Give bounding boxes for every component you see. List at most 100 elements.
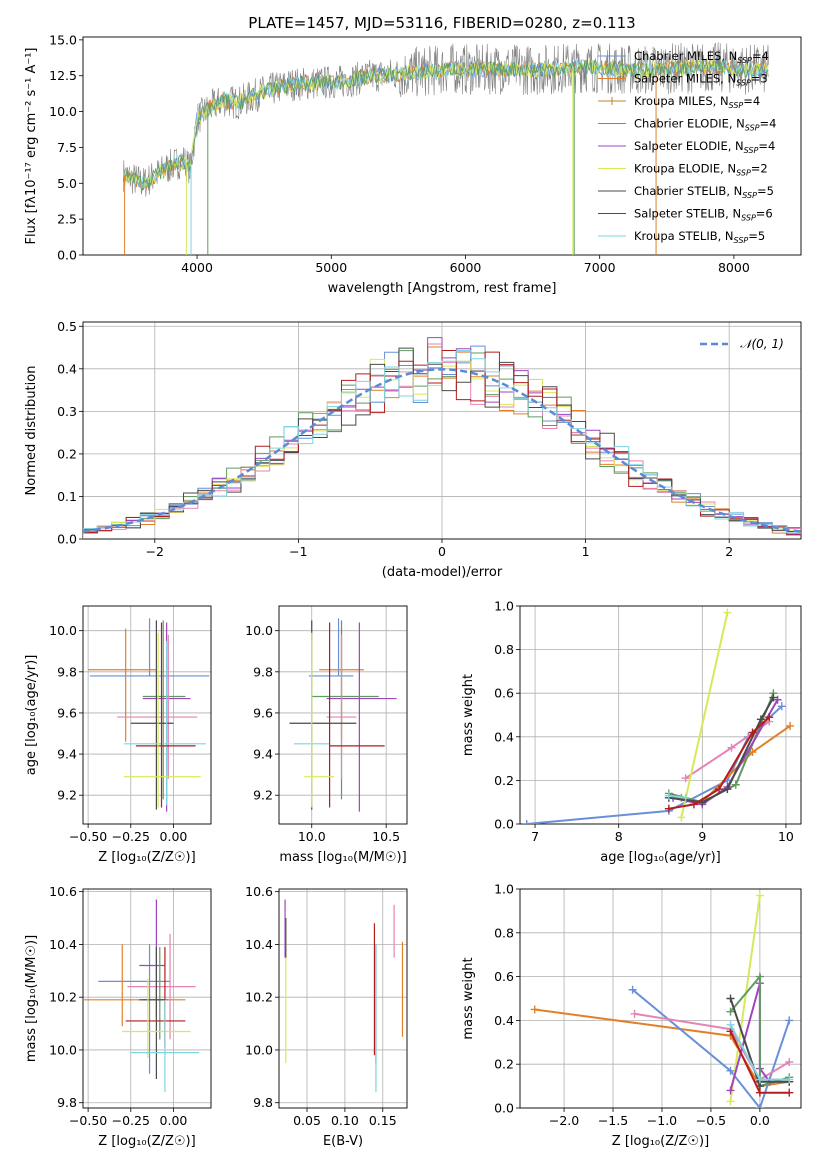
weight-marker xyxy=(630,1009,639,1018)
weight-marker xyxy=(785,1075,794,1084)
model-spectrum xyxy=(122,59,769,191)
weight-marker xyxy=(726,1007,735,1016)
weight-marker xyxy=(726,1086,735,1095)
tick-label-y: 10.0 xyxy=(49,623,77,638)
weight_vs_Z-xlabel: Z [log₁₀(Z/Z☉)] xyxy=(612,1134,709,1149)
tick-label-y: 0.4 xyxy=(57,361,77,376)
weight-marker xyxy=(726,1020,735,1029)
weight-marker xyxy=(726,1066,735,1075)
residuals-ylabel: Normed distribution xyxy=(24,366,39,496)
weight-marker xyxy=(677,813,686,822)
weight-marker xyxy=(715,785,724,794)
tick-label-y: 0.2 xyxy=(494,1057,514,1072)
tick-label-x: 0.0 xyxy=(750,1113,770,1128)
weight-marker xyxy=(731,780,740,789)
weight-line xyxy=(668,716,770,810)
tick-label-y: 9.2 xyxy=(253,788,273,803)
weight_vs_age-frame xyxy=(519,605,802,825)
legend-subscript: SSP xyxy=(736,79,751,88)
tick-label-x: −0.25 xyxy=(112,1113,150,1128)
weight-line xyxy=(729,973,790,1088)
mass_vs_Z-xlabel: Z [log₁₀(Z/Z☉)] xyxy=(98,1134,195,1149)
tick-label-y: 0.1 xyxy=(57,489,77,504)
legend-count: =4 xyxy=(752,49,769,63)
tick-label-y: 10.2 xyxy=(49,990,77,1005)
tick-label-y: 0.4 xyxy=(494,729,514,744)
tick-label-y: 10.0 xyxy=(245,623,273,638)
mass_vs_Z-frame xyxy=(82,888,212,1109)
legend-entry: Salpeter STELIB, NSSP=6 xyxy=(634,207,773,223)
weight_vs_age-axes xyxy=(516,605,801,828)
weight-line xyxy=(729,895,761,1102)
weight-marker xyxy=(748,728,757,737)
tick-label-y: 0.0 xyxy=(57,248,77,263)
mass_vs_ebv-frame xyxy=(278,888,408,1109)
weight-marker xyxy=(773,695,782,704)
tick-label-x: 0.00 xyxy=(160,829,188,844)
plot-area xyxy=(289,618,397,812)
tick-label-x: 1 xyxy=(582,544,590,559)
tick-label-x: 10.0 xyxy=(298,829,326,844)
tick-label-x: 6000 xyxy=(450,260,482,275)
tick-label-x: −1 xyxy=(289,544,307,559)
weight-marker xyxy=(727,743,736,752)
legend-entry: Kroupa ELODIE, NSSP=2 xyxy=(634,162,768,178)
weight-marker xyxy=(664,791,673,800)
tick-label-x: 7000 xyxy=(584,260,616,275)
tick-label-y: 10.6 xyxy=(49,884,77,899)
legend-entry: 𝒩(0, 1) xyxy=(740,337,784,351)
weight-marker xyxy=(755,1104,764,1108)
legend-subscript: SSP xyxy=(745,124,760,133)
tick-label-x: 8000 xyxy=(718,260,750,275)
weight-marker xyxy=(755,1075,764,1084)
plot-area xyxy=(284,899,404,1093)
mass_vs_Z-axes xyxy=(79,889,211,1112)
tick-label-y: 1.0 xyxy=(494,599,514,614)
plot-area xyxy=(122,42,769,255)
tick-label-x: −0.50 xyxy=(69,829,107,844)
weight-marker xyxy=(756,715,765,724)
spectrum-frame xyxy=(82,36,802,256)
tick-label-y: 12.5 xyxy=(49,68,77,83)
plot-area xyxy=(83,337,801,539)
tick-label-x: 0.10 xyxy=(331,1113,359,1128)
spectrum-axes xyxy=(79,39,735,259)
tick-label-x: 10.5 xyxy=(372,829,400,844)
tick-label-y: 9.4 xyxy=(253,747,273,762)
weight_vs_Z-frame xyxy=(519,888,802,1109)
legend-subscript: SSP xyxy=(742,191,757,200)
legend-entry: Chabrier MILES, NSSP=4 xyxy=(634,49,769,65)
spectrum-title: PLATE=1457, MJD=53116, FIBERID=0280, z=0… xyxy=(248,14,635,32)
tick-label-y: 10.4 xyxy=(49,937,77,952)
mass_vs_Z-ylabel: mass [log₁₀(M/M☉)] xyxy=(24,935,39,1062)
legend-entry: Chabrier ELODIE, NSSP=4 xyxy=(634,117,776,133)
weight-marker xyxy=(765,713,774,722)
tick-label-y: 0.8 xyxy=(494,925,514,940)
tick-label-y: 0.5 xyxy=(57,319,77,334)
tick-label-y: 0.0 xyxy=(494,1101,514,1116)
mass_vs_ebv-axes xyxy=(275,889,407,1112)
tick-label-x: −1.0 xyxy=(647,1113,677,1128)
age_vs_Z-frame xyxy=(82,605,212,825)
residuals-xlabel: (data-model)/error xyxy=(382,565,503,580)
tick-label-y: 0.2 xyxy=(494,773,514,788)
age_vs_Z-ylabel: age [log₁₀(age/yr)] xyxy=(24,655,39,776)
tick-label-y: 0.2 xyxy=(57,446,77,461)
weight-line xyxy=(631,988,791,1108)
weight-marker xyxy=(786,721,795,730)
weight-marker xyxy=(785,1088,794,1097)
tick-label-y: 0.6 xyxy=(494,969,514,984)
weight-marker xyxy=(723,785,732,794)
tick-label-y: 10.0 xyxy=(49,1042,77,1057)
tick-label-y: 9.8 xyxy=(57,1095,77,1110)
tick-label-y: 0.3 xyxy=(57,404,77,419)
legend-count: =2 xyxy=(751,162,768,176)
weight-line xyxy=(634,1012,790,1081)
legend-subscript: SSP xyxy=(737,56,752,65)
age_vs_Z-axes xyxy=(79,606,211,828)
weight-marker xyxy=(681,774,690,783)
weight-marker xyxy=(689,800,698,809)
tick-label-x: −1.5 xyxy=(598,1113,628,1128)
weight-marker xyxy=(755,891,764,900)
plot-area xyxy=(522,608,795,824)
